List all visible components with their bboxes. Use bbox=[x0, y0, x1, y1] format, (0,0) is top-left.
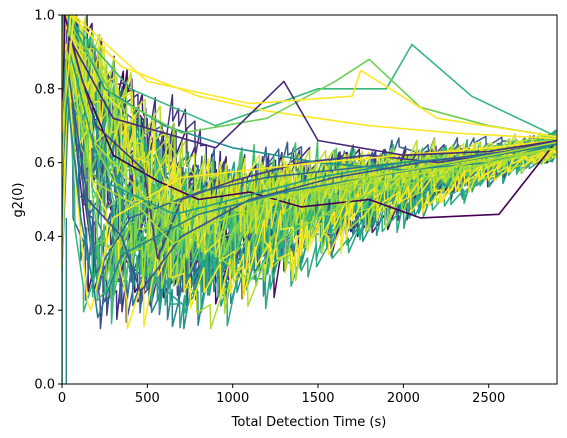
series-line bbox=[62, 21, 557, 138]
series-layer bbox=[62, 15, 557, 384]
series-line bbox=[62, 44, 557, 270]
y-tick-label: 0.6 bbox=[34, 156, 55, 171]
y-axis-label: g2(0) bbox=[11, 183, 26, 218]
y-tick-label: 0.2 bbox=[34, 304, 55, 319]
plot-frame bbox=[61, 14, 558, 385]
series-line bbox=[62, 16, 557, 236]
x-tick-label: 2000 bbox=[387, 391, 420, 406]
series-line bbox=[62, 36, 557, 171]
series-line bbox=[62, 27, 557, 300]
x-tick-label: 0 bbox=[58, 391, 66, 406]
y-tick-label: 0.0 bbox=[34, 378, 55, 393]
series-line bbox=[62, 51, 557, 245]
series-line bbox=[62, 15, 557, 330]
series-line bbox=[62, 15, 557, 140]
series-line bbox=[62, 15, 557, 138]
y-tick-label: 1.0 bbox=[34, 9, 55, 24]
x-axis: 0 500 1000 1500 2000 2500 bbox=[58, 384, 505, 406]
series-line bbox=[62, 29, 557, 260]
x-axis-label: Total Detection Time (s) bbox=[231, 415, 387, 430]
x-tick-label: 2500 bbox=[472, 391, 505, 406]
x-tick-label: 1000 bbox=[216, 391, 249, 406]
y-tick-label: 0.4 bbox=[34, 230, 55, 245]
y-tick-label: 0.8 bbox=[34, 82, 55, 97]
x-tick-label: 1500 bbox=[301, 391, 334, 406]
y-axis: 0.0 0.2 0.4 0.6 0.8 1.0 bbox=[34, 9, 62, 393]
series-line bbox=[62, 58, 557, 293]
x-tick-label: 500 bbox=[135, 391, 160, 406]
series-line bbox=[62, 88, 557, 282]
series-line bbox=[62, 32, 557, 208]
